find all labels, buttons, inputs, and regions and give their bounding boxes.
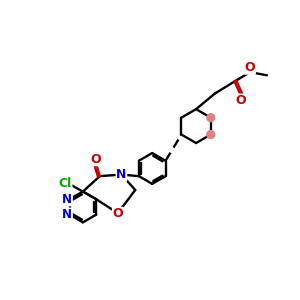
Text: O: O (91, 153, 101, 166)
Text: N: N (62, 208, 72, 221)
Text: N: N (62, 193, 72, 206)
Text: O: O (236, 94, 246, 107)
Text: O: O (245, 61, 255, 74)
Text: N: N (116, 168, 127, 181)
Text: O: O (112, 207, 123, 220)
Circle shape (206, 113, 215, 122)
Text: Cl: Cl (58, 177, 72, 190)
Circle shape (206, 130, 215, 139)
